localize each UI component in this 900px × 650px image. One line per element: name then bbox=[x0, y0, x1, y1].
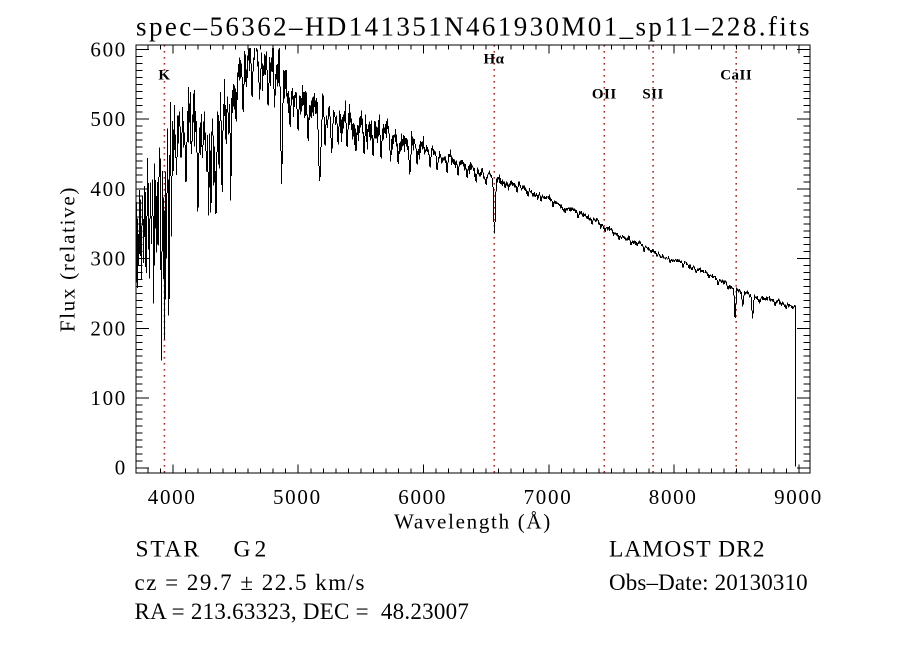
svg-text:6000: 6000 bbox=[398, 485, 447, 509]
svg-text:200: 200 bbox=[90, 316, 127, 340]
svg-text:cz = 29.7 ± 22.5 km/s: cz = 29.7 ± 22.5 km/s bbox=[135, 570, 367, 595]
svg-text:8000: 8000 bbox=[649, 485, 698, 509]
svg-text:600: 600 bbox=[90, 37, 127, 61]
svg-text:5000: 5000 bbox=[273, 485, 322, 509]
svg-text:STAR: STAR bbox=[136, 537, 201, 563]
svg-text:4000: 4000 bbox=[148, 485, 197, 509]
svg-text:LAMOST DR2: LAMOST DR2 bbox=[609, 537, 765, 563]
svg-text:SII: SII bbox=[642, 87, 664, 103]
svg-text:RA = 213.63323, DEC = 48.2300: RA = 213.63323, DEC = 48.23007 bbox=[135, 599, 470, 624]
svg-text:CaII: CaII bbox=[720, 68, 752, 84]
svg-text:Obs–Date: 20130310: Obs–Date: 20130310 bbox=[609, 570, 808, 595]
svg-text:Flux (relative): Flux (relative) bbox=[56, 186, 80, 332]
svg-text:Wavelength (Å): Wavelength (Å) bbox=[394, 510, 552, 534]
svg-text:spec–56362–HD141351N461930M01_: spec–56362–HD141351N461930M01_sp11–228.f… bbox=[136, 12, 812, 42]
svg-text:300: 300 bbox=[90, 247, 127, 271]
svg-text:100: 100 bbox=[90, 386, 127, 410]
svg-text:OII: OII bbox=[592, 87, 617, 103]
svg-text:0: 0 bbox=[115, 456, 127, 480]
svg-text:Hα: Hα bbox=[483, 52, 504, 68]
svg-text:G2: G2 bbox=[234, 537, 271, 563]
svg-text:400: 400 bbox=[90, 177, 127, 201]
svg-text:K: K bbox=[158, 68, 170, 84]
svg-text:9000: 9000 bbox=[774, 485, 823, 509]
svg-text:500: 500 bbox=[90, 107, 127, 131]
svg-text:7000: 7000 bbox=[524, 485, 573, 509]
